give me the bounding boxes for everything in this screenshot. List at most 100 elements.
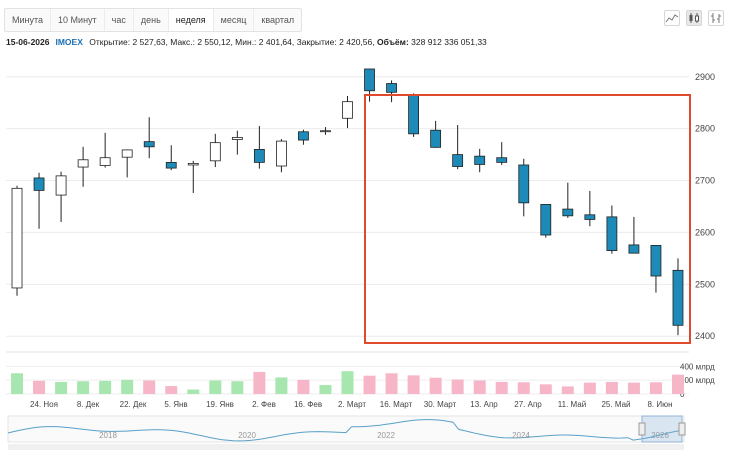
candle: [386, 80, 397, 103]
candle-body: [99, 157, 111, 166]
candle-body: [584, 214, 596, 220]
highlight-box: [364, 94, 691, 344]
volume-bar: [363, 375, 376, 394]
candle-body: [496, 157, 508, 163]
candle-body: [165, 161, 177, 169]
x-tick-label: 2. Март: [338, 400, 366, 409]
candle: [253, 126, 265, 169]
line-chart-icon[interactable]: [664, 10, 680, 26]
y-tick-label: 2600: [695, 227, 715, 237]
info-volume-label: Объём:: [376, 37, 409, 47]
candle: [474, 148, 486, 173]
candle-body: [320, 130, 331, 133]
candle-body: [430, 129, 442, 148]
y-tick-label: 2900: [695, 72, 715, 82]
volume-bar: [385, 373, 398, 394]
volume-bar: [297, 379, 310, 394]
navigator-year-label: 2026: [651, 431, 669, 440]
candlestick-icon[interactable]: [686, 10, 702, 26]
volume-tick-label: 0: [680, 390, 685, 399]
candle: [650, 245, 662, 293]
candle: [364, 68, 375, 102]
volume-bar: [55, 381, 68, 394]
tab-week[interactable]: неделя: [168, 9, 214, 31]
candle: [77, 146, 89, 187]
volume-bar: [605, 381, 618, 394]
candle-body: [253, 149, 265, 163]
candle-body: [628, 244, 640, 254]
navigator-year-label: 2020: [238, 431, 256, 440]
navigator-year-label: 2024: [512, 431, 530, 440]
x-tick-label: 13. Апр: [470, 400, 498, 409]
x-axis: 24. Ноя 8. Дек 22. Дек 5. Янв 19. Янв 2. Фев 1…: [30, 400, 672, 409]
candle-body: [276, 140, 287, 167]
info-ticker: IMOEX: [55, 37, 83, 47]
navigator: 2018 2020 2022 2024 2026: [7, 415, 686, 450]
candle-body: [518, 164, 530, 204]
volume-tick-label: 200 млрд: [680, 376, 715, 385]
candle: [606, 205, 618, 254]
volume-bar: [143, 380, 156, 394]
candle: [99, 132, 111, 168]
candle: [187, 160, 199, 193]
info-open-label: Открытие:: [89, 37, 131, 47]
navigator-scrollbar[interactable]: [8, 444, 684, 450]
navigator-year-label: 2018: [99, 431, 117, 440]
candle-body: [33, 177, 45, 191]
ohlc-bar-chart-icon[interactable]: [708, 10, 724, 26]
tab-month[interactable]: месяц: [214, 9, 255, 31]
candle: [562, 182, 574, 218]
volume-bar: [319, 385, 332, 394]
x-tick-label: 19. Янв: [206, 400, 234, 409]
volume-bar: [275, 377, 288, 394]
candle: [430, 120, 442, 148]
info-date: 15-06-2026: [6, 37, 50, 47]
volume-bar: [11, 373, 24, 394]
navigator-year-label: 2022: [377, 431, 395, 440]
ohlc-info-line: 15-06-2026 IMOEX Открытие: 2 527,63, Макс…: [6, 37, 487, 47]
volume-bar: [99, 380, 112, 394]
candle-body: [121, 149, 133, 158]
navigator-handle-left[interactable]: [638, 422, 646, 436]
volume-bar: [539, 384, 552, 394]
x-tick-label: 22. Дек: [120, 400, 147, 409]
chart-type-switcher: [664, 10, 724, 26]
price-grid: 2900 2800 2700 2600 2500 2400: [6, 72, 715, 341]
volume-bar: [627, 382, 640, 394]
candle: [11, 185, 23, 296]
volume-bar: [407, 375, 420, 394]
x-tick-label: 25. Май: [601, 400, 630, 409]
candle-body: [55, 175, 67, 196]
candle-body: [672, 269, 684, 326]
info-close: 2 420,56: [339, 37, 373, 47]
candle: [408, 93, 419, 137]
x-tick-label: 27. Апр: [514, 400, 542, 409]
volume-bar: [121, 379, 134, 394]
info-high-label: Макс.:: [170, 37, 195, 47]
y-tick-label: 2400: [695, 331, 715, 341]
tab-day[interactable]: день: [134, 9, 169, 31]
candle: [342, 95, 353, 129]
candle-body: [209, 142, 221, 162]
candle-body: [231, 137, 243, 140]
candle: [143, 117, 155, 159]
tab-10-minutes[interactable]: 10 Минут: [51, 9, 105, 31]
tab-minute[interactable]: Минута: [5, 9, 52, 31]
volume-bar: [209, 380, 222, 394]
candle: [165, 145, 177, 171]
candles: [11, 68, 684, 394]
volume-bar: [671, 374, 684, 394]
candle: [231, 130, 243, 155]
candle-body: [11, 187, 23, 289]
candle: [298, 129, 309, 145]
volume-bar: [33, 380, 46, 394]
navigator-handle-right[interactable]: [678, 422, 686, 436]
timeframe-tabs: Минута 10 Минут час день неделя месяц кв…: [4, 8, 303, 32]
info-low-label: Мин.:: [235, 37, 257, 47]
candle: [540, 204, 552, 238]
tab-quarter[interactable]: квартал: [261, 15, 295, 25]
navigator-window[interactable]: [641, 415, 683, 443]
candle-body: [540, 204, 552, 236]
tab-hour[interactable]: час: [105, 9, 134, 31]
